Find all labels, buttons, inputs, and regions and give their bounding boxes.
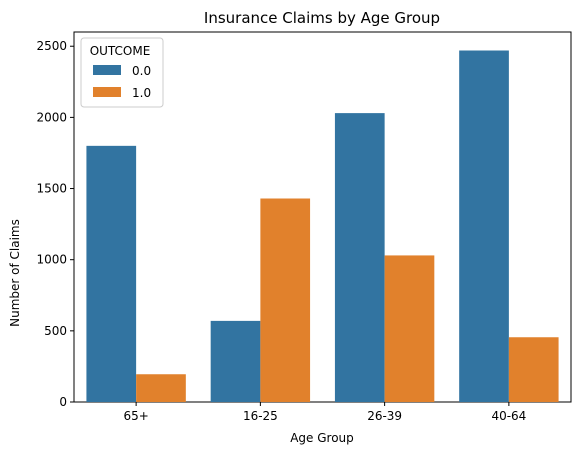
plot-area bbox=[73, 31, 572, 403]
x-axis-label: Age Group bbox=[290, 431, 354, 445]
x-axis: 65+ 16-25 26-39 40-64 bbox=[123, 402, 526, 423]
x-tick-label: 16-25 bbox=[243, 409, 278, 423]
bar-26-39-series-1.0 bbox=[384, 255, 435, 402]
y-tick-label: 1000 bbox=[36, 253, 67, 267]
legend-entry-label: 0.0 bbox=[132, 64, 151, 78]
legend: OUTCOME 0.0 1.0 bbox=[80, 37, 164, 108]
y-tick-label: 500 bbox=[44, 324, 67, 338]
bars-group bbox=[86, 50, 559, 402]
y-tick-label: 0 bbox=[59, 395, 67, 409]
plot-frame bbox=[73, 31, 572, 403]
y-tick-label: 2500 bbox=[36, 39, 67, 53]
bar-65+-series-1.0 bbox=[136, 374, 186, 402]
y-tick-label: 1500 bbox=[36, 182, 67, 196]
legend-swatch bbox=[93, 87, 121, 97]
x-tick-label: 65+ bbox=[123, 409, 148, 423]
y-tick-label: 2000 bbox=[36, 110, 67, 124]
y-axis: 0 500 1000 1500 2000 2500 bbox=[36, 39, 74, 409]
legend-swatch bbox=[93, 65, 121, 75]
bar-16-25-series-0.0 bbox=[210, 320, 261, 402]
legend-entry-label: 1.0 bbox=[132, 86, 151, 100]
y-axis-label: Number of Claims bbox=[8, 219, 22, 327]
x-tick-label: 26-39 bbox=[367, 409, 402, 423]
bar-40-64-series-0.0 bbox=[459, 50, 509, 402]
bar-65+-series-0.0 bbox=[86, 145, 137, 402]
bar-40-64-series-1.0 bbox=[508, 337, 559, 402]
legend-title: OUTCOME bbox=[90, 44, 151, 58]
bar-16-25-series-1.0 bbox=[260, 198, 311, 402]
x-tick-label: 40-64 bbox=[491, 409, 526, 423]
chart-title: Insurance Claims by Age Group bbox=[204, 9, 440, 27]
bar-26-39-series-0.0 bbox=[334, 113, 385, 402]
